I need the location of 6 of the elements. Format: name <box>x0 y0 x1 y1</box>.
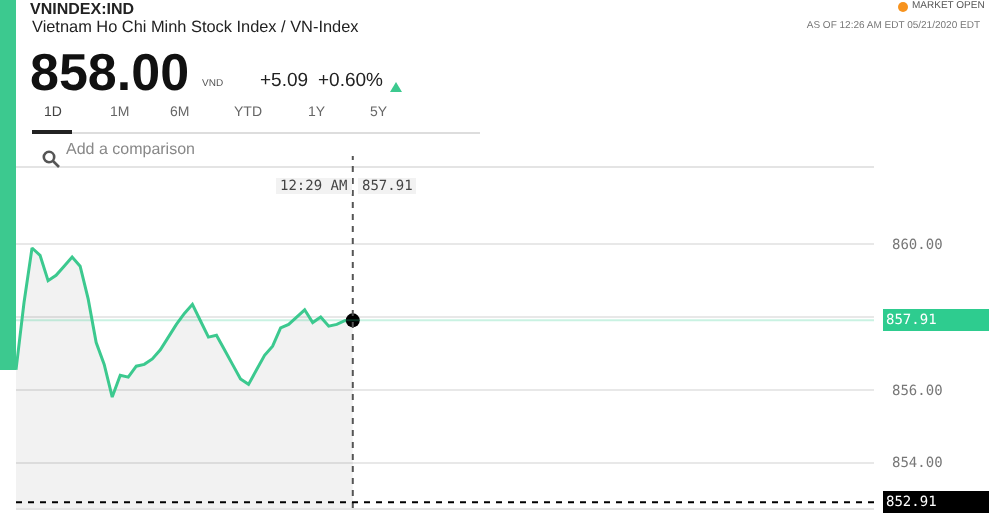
chart-subtitle: Vietnam Ho Chi Minh Stock Index / VN-Index <box>32 18 359 38</box>
chart-title: VNINDEX:IND <box>30 0 135 18</box>
text: Add a comparison <box>66 140 195 158</box>
text: +0.60% <box>318 70 383 92</box>
text: +5.09 <box>260 70 309 92</box>
text: 858.00 <box>30 42 190 104</box>
